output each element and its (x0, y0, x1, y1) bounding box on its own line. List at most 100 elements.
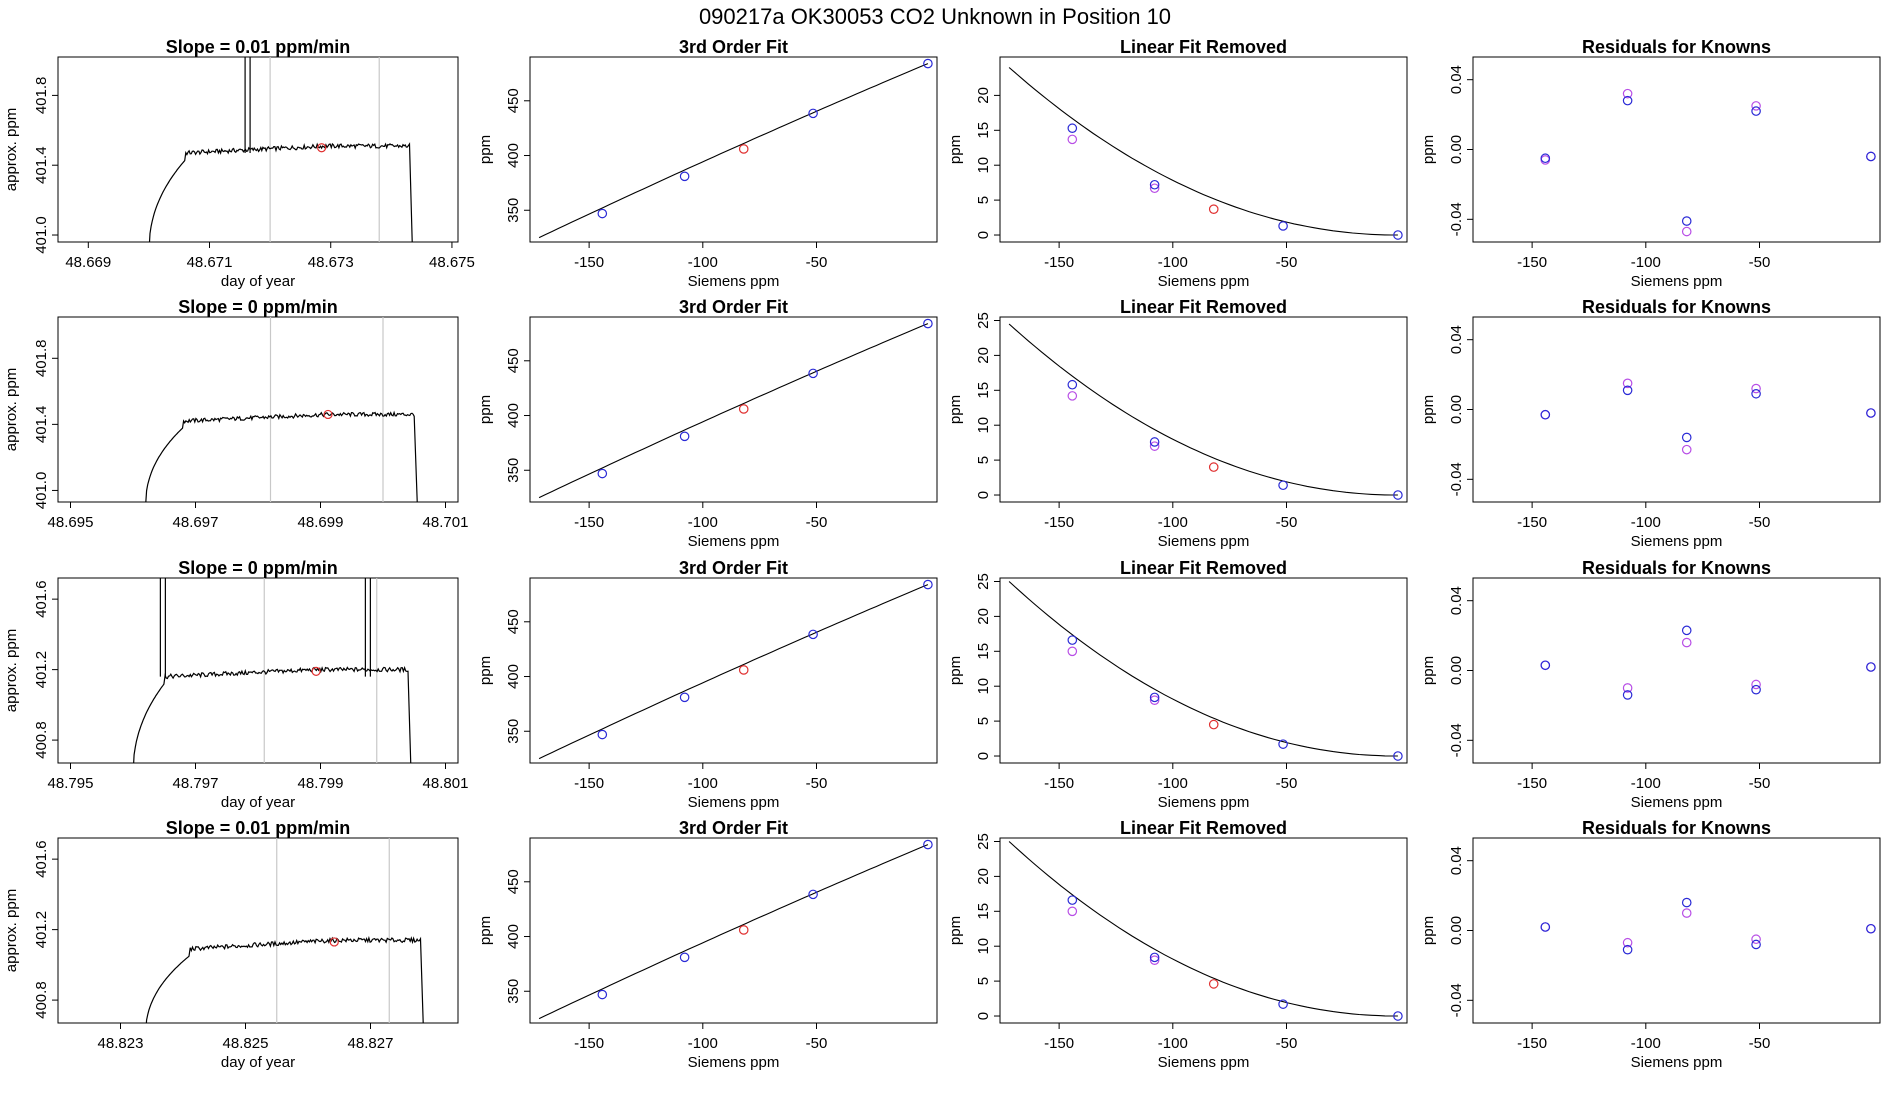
y-tick-label: 15 (975, 122, 992, 139)
x-tick-label: -150 (1044, 514, 1074, 531)
x-tick-label: -50 (1749, 514, 1771, 531)
panel-resid-row0: Residuals for Knowns -150 -100 -50 -0.04 0.00… (1420, 37, 1881, 290)
known-point (1681, 432, 1692, 443)
known-point (597, 208, 608, 219)
plot-frame (1472, 837, 1881, 1024)
x-axis-label: Siemens ppm (1631, 794, 1723, 811)
x-axis-label: Siemens ppm (1631, 1054, 1723, 1071)
fit-curve (1008, 323, 1398, 496)
plot-frame (57, 837, 459, 1024)
known-point (808, 889, 818, 900)
y-tick-label: 10 (975, 678, 992, 695)
x-axis-label: Siemens ppm (688, 1054, 780, 1071)
y-tick-label: 401.2 (33, 911, 50, 949)
known-point (1622, 385, 1633, 396)
y-tick-label: 10 (975, 417, 992, 434)
y-tick-label: 20 (975, 608, 992, 625)
y-tick-label: 350 (505, 198, 522, 223)
known-point (923, 58, 933, 69)
y-tick-label: 400 (505, 924, 522, 949)
panel-title: Linear Fit Removed (1120, 558, 1287, 578)
plot-frame (1472, 316, 1881, 503)
y-tick-label: 400.8 (33, 721, 50, 759)
known-point (1751, 388, 1761, 399)
y-axis-label: ppm (1420, 656, 1437, 685)
y-axis-label: ppm (1420, 395, 1437, 424)
plot-frame (57, 316, 459, 503)
y-tick-label: 450 (505, 869, 522, 894)
known-point (1681, 625, 1692, 636)
panel-title: Linear Fit Removed (1120, 818, 1287, 838)
y-tick-label: -0.04 (1448, 462, 1465, 496)
y-tick-label: 5 (975, 717, 992, 725)
known-point (923, 318, 933, 329)
x-axis-label: day of year (221, 273, 295, 290)
panel-title: Residuals for Knowns (1582, 37, 1771, 57)
known-point (1393, 490, 1403, 500)
plot-frame (1472, 56, 1881, 243)
x-axis-label: Siemens ppm (688, 273, 780, 290)
plot-area (538, 839, 933, 1020)
plot-frame (999, 577, 1408, 764)
panel-fit-row2: 3rd Order Fit -150 -100 -50 350 400 450 Siemens… (477, 558, 938, 811)
known-point (1393, 230, 1403, 240)
known-point (1622, 944, 1633, 955)
panel-title: Slope = 0 ppm/min (178, 297, 338, 317)
x-axis-label: Siemens ppm (1158, 794, 1250, 811)
fit-curve (538, 63, 929, 239)
y-axis-label: approx. ppm (3, 629, 20, 712)
trace-spike (159, 578, 166, 677)
alt-point (1067, 646, 1078, 657)
y-tick-label: 0.00 (1448, 395, 1465, 424)
known-point (679, 431, 690, 442)
known-point (1278, 739, 1288, 749)
y-tick-label: 401.2 (33, 651, 50, 689)
y-tick-label: 400.8 (33, 981, 50, 1019)
known-point (1540, 660, 1551, 671)
x-tick-label: -150 (1044, 775, 1074, 792)
plot-area (145, 838, 424, 1023)
plot-frame (529, 56, 938, 243)
panel-time-row2: Slope = 0 ppm/min 48.795 48.797 48.799 48.80… (3, 558, 468, 811)
fit-curve (1008, 841, 1398, 1017)
known-point (1540, 409, 1551, 420)
plot-frame (57, 56, 459, 243)
y-tick-label: 401.6 (33, 580, 50, 618)
panel-title: Slope = 0.01 ppm/min (166, 37, 351, 57)
y-axis-label: ppm (477, 656, 494, 685)
y-tick-label: 0.00 (1448, 656, 1465, 685)
y-axis-label: ppm (947, 656, 964, 685)
plot-area (1008, 581, 1403, 761)
y-axis-label: approx. ppm (3, 108, 20, 191)
y-tick-label: 15 (975, 382, 992, 399)
y-tick-label: 20 (975, 347, 992, 364)
alt-point (1622, 937, 1633, 948)
y-tick-label: 0 (975, 491, 992, 499)
known-point (1067, 635, 1078, 645)
unknown-point (1208, 719, 1219, 730)
y-tick-label: 0.04 (1448, 586, 1465, 615)
y-tick-label: 15 (975, 643, 992, 660)
known-point (679, 692, 690, 703)
y-tick-label: 450 (505, 88, 522, 113)
mean-point (317, 143, 327, 153)
y-tick-label: -0.04 (1448, 983, 1465, 1017)
plot-area (1540, 625, 1876, 700)
known-point (808, 629, 818, 640)
y-axis-label: ppm (947, 916, 964, 945)
known-point (1149, 437, 1160, 447)
y-tick-label: 25 (975, 833, 992, 850)
alt-point (1681, 226, 1692, 237)
y-tick-label: 400 (505, 403, 522, 428)
x-tick-label: -100 (688, 775, 718, 792)
y-tick-label: 15 (975, 903, 992, 920)
y-tick-label: 450 (505, 609, 522, 634)
x-axis-label: Siemens ppm (688, 533, 780, 550)
plot-area (1540, 897, 1876, 955)
x-tick-label: -100 (1631, 1035, 1661, 1052)
x-tick-label: -100 (1158, 775, 1188, 792)
known-point (1751, 684, 1761, 695)
y-tick-label: 20 (975, 868, 992, 885)
x-tick-label: -50 (1749, 1035, 1771, 1052)
x-tick-label: -150 (1044, 254, 1074, 271)
